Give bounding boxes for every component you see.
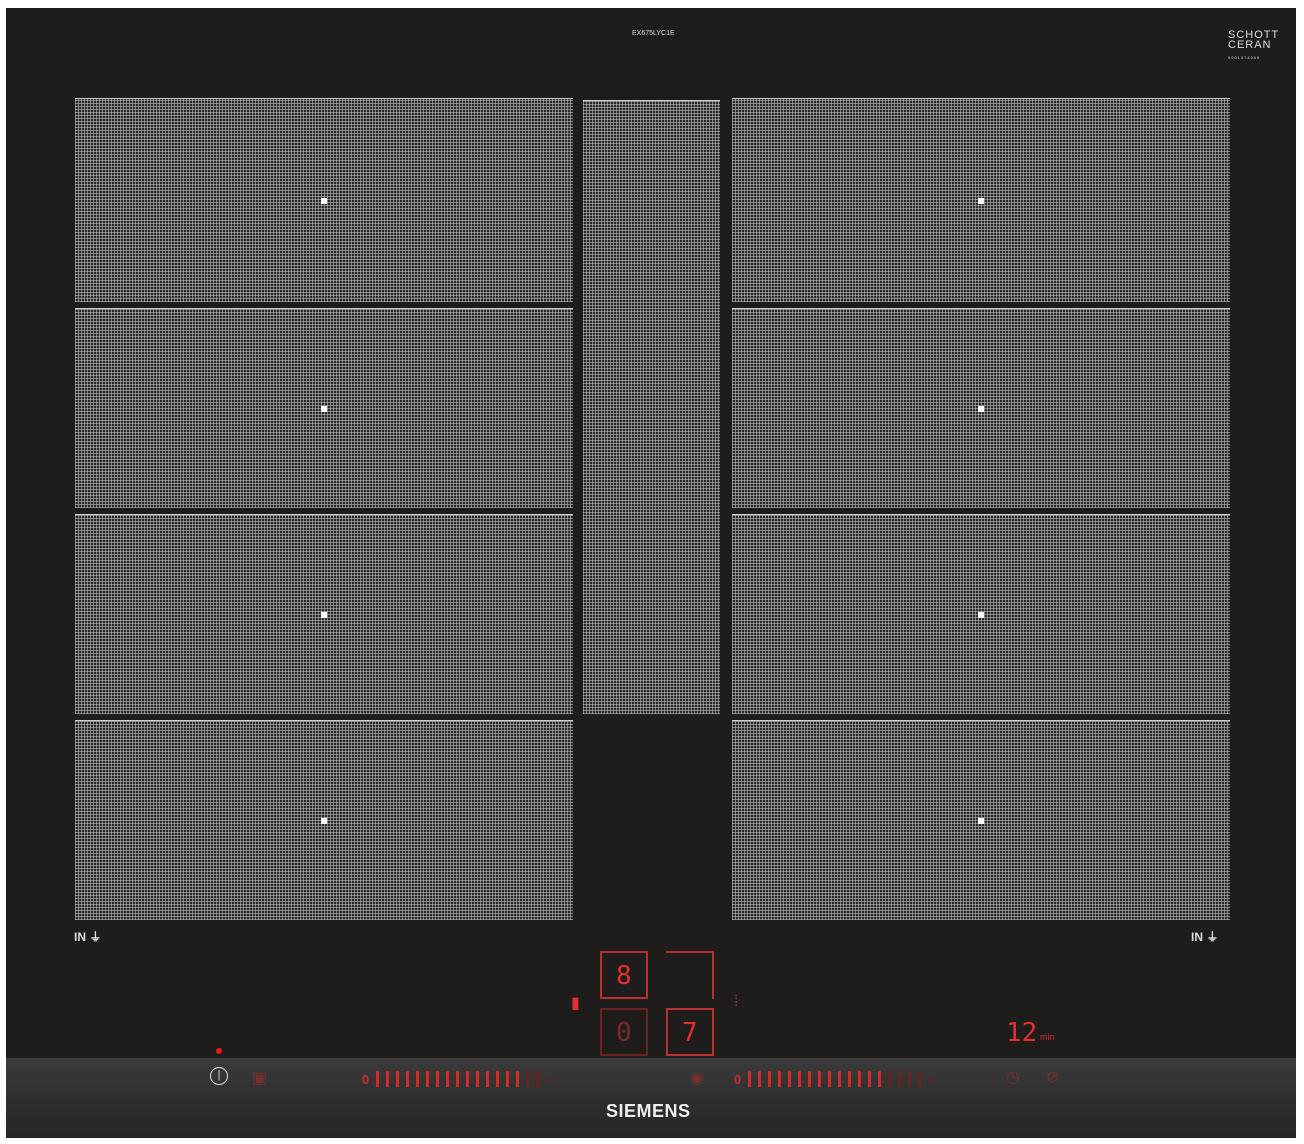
zone-center-marker xyxy=(978,612,984,618)
slider-segment[interactable] xyxy=(878,1071,882,1087)
siemens-logo: SIEMENS xyxy=(606,1101,691,1121)
cooktop: EX675LYC1E SCHOTT CERAN 9001074045 IN ⏚ I… xyxy=(6,8,1296,1138)
right-induction-label: IN ⏚ xyxy=(1191,930,1219,944)
zone-center-marker xyxy=(321,818,327,824)
display-top-right[interactable] xyxy=(666,951,714,999)
slider-segment[interactable] xyxy=(868,1071,872,1087)
slider-segment[interactable] xyxy=(466,1071,470,1087)
slider-segment[interactable] xyxy=(446,1071,450,1087)
left-power-slider[interactable]: 0 ▷ xyxy=(362,1071,556,1087)
slider-segment[interactable] xyxy=(908,1071,912,1087)
slider-segment[interactable] xyxy=(516,1071,520,1087)
power-level-digit: 8 xyxy=(616,961,632,991)
zone-center-marker xyxy=(321,406,327,412)
pan-icon: ⏚ xyxy=(89,930,102,944)
timer-unit: min xyxy=(1040,1032,1055,1042)
slider-segment[interactable] xyxy=(828,1071,832,1087)
cooking-zone-right-1 xyxy=(732,98,1230,302)
left-induction-label: IN ⏚ xyxy=(74,930,102,944)
max-level-icon[interactable]: ▷ xyxy=(546,1072,556,1086)
power-level-digit: 0 xyxy=(616,1018,632,1048)
display-bottom-right[interactable]: 7 xyxy=(666,1008,714,1056)
slider-segment[interactable] xyxy=(818,1071,822,1087)
zone-center-marker xyxy=(978,818,984,824)
slider-segment[interactable] xyxy=(536,1071,540,1087)
slider-segment[interactable] xyxy=(848,1071,852,1087)
cooking-zone-right-2 xyxy=(732,308,1230,508)
slider-segment[interactable] xyxy=(396,1071,400,1087)
slider-segment[interactable] xyxy=(496,1071,500,1087)
cooking-zone-left-3 xyxy=(75,514,573,714)
pan-icon: ⏚ xyxy=(1206,930,1219,944)
cooking-zone-right-4 xyxy=(732,720,1230,920)
stopwatch-icon[interactable]: ⊘ xyxy=(1046,1069,1060,1086)
max-level-icon[interactable]: ▷ xyxy=(928,1072,938,1086)
slider-segment[interactable] xyxy=(376,1071,380,1087)
slider-segment[interactable] xyxy=(858,1071,862,1087)
right-power-slider[interactable]: 0 ▷ xyxy=(734,1071,938,1087)
slider-segment[interactable] xyxy=(768,1071,772,1087)
zone-center-marker xyxy=(321,198,327,204)
slider-segment[interactable] xyxy=(788,1071,792,1087)
slider-segment[interactable] xyxy=(426,1071,430,1087)
slider-segment[interactable] xyxy=(406,1071,410,1087)
cooking-zone-left-1 xyxy=(75,98,573,302)
slider-segment[interactable] xyxy=(888,1071,892,1087)
slider-segment[interactable] xyxy=(476,1071,480,1087)
control-panel xyxy=(6,1058,1296,1138)
power-icon[interactable]: | xyxy=(210,1067,228,1085)
slider-segment[interactable] xyxy=(506,1071,510,1087)
hob-icon[interactable]: ▣ xyxy=(252,1070,268,1087)
power-indicator xyxy=(216,1048,222,1054)
slider-segment[interactable] xyxy=(456,1071,460,1087)
slider-segment[interactable] xyxy=(838,1071,842,1087)
flex-left-icon[interactable]: ▮ xyxy=(571,995,580,1012)
flex-right-icon[interactable]: ⁞ xyxy=(734,993,739,1010)
cooking-zone-right-3 xyxy=(732,514,1230,714)
cooking-zone-left-2 xyxy=(75,308,573,508)
slider-segment[interactable] xyxy=(436,1071,440,1087)
slider-segment[interactable] xyxy=(416,1071,420,1087)
power-level-digit: 7 xyxy=(682,1018,698,1048)
slider-segment[interactable] xyxy=(778,1071,782,1087)
schott-ceran-logo: SCHOTT CERAN 9001074045 xyxy=(1228,29,1280,61)
timer-icon[interactable]: ◷ xyxy=(1006,1069,1020,1086)
timer-display: 12 xyxy=(1006,1018,1038,1048)
model-label: EX675LYC1E xyxy=(632,30,675,37)
zone-center-marker xyxy=(978,406,984,412)
cooking-zone-center xyxy=(583,100,720,714)
display-top-left[interactable]: 8 xyxy=(600,951,648,999)
slider-segment[interactable] xyxy=(486,1071,490,1087)
slider-segment[interactable] xyxy=(808,1071,812,1087)
slider-segment[interactable] xyxy=(386,1071,390,1087)
slider-segment[interactable] xyxy=(526,1071,530,1087)
slider-segment[interactable] xyxy=(918,1071,922,1087)
zone-center-marker xyxy=(321,612,327,618)
slider-segment[interactable] xyxy=(898,1071,902,1087)
zone-center-marker xyxy=(978,198,984,204)
slider-segment[interactable] xyxy=(798,1071,802,1087)
slider-segment[interactable] xyxy=(748,1071,752,1087)
display-bottom-left[interactable]: 0 xyxy=(600,1008,648,1056)
slider-segment[interactable] xyxy=(758,1071,762,1087)
boost-icon[interactable]: ◉ xyxy=(690,1070,704,1087)
cooking-zone-left-4 xyxy=(75,720,573,920)
